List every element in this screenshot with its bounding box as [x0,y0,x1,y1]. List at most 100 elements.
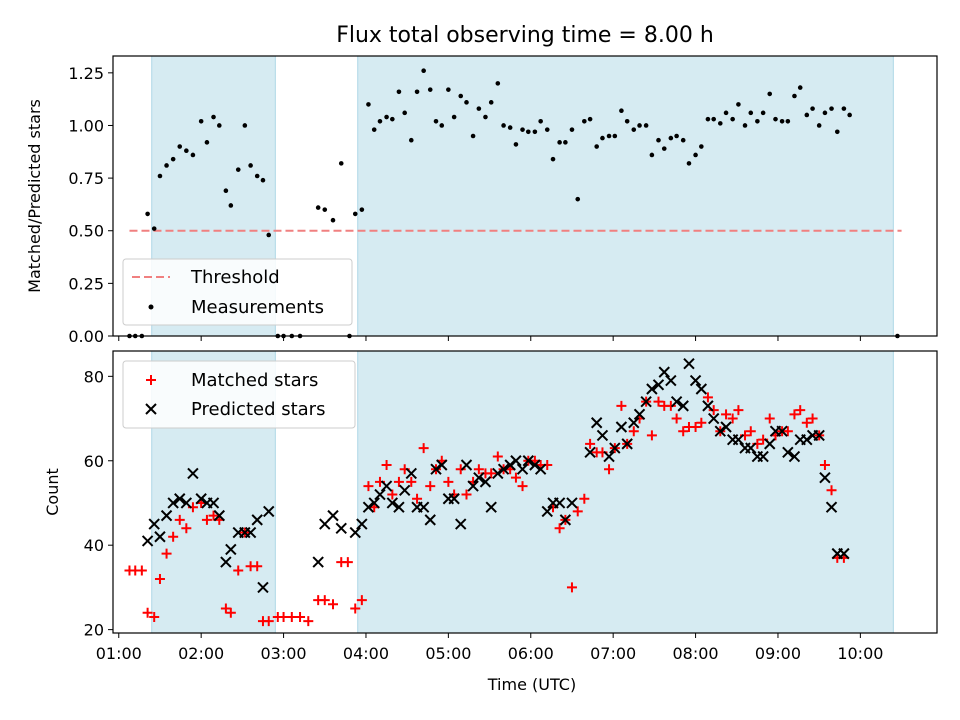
matched-star-point [653,396,664,407]
measurement-point [569,127,575,132]
measurement-point [184,148,189,154]
predicted-star-point [621,438,633,450]
bottom-panel: 20 40 60 80 01:00 02:00 03:00 04:00 05:00 06:00 07… [84,350,938,663]
measurement-point [748,110,754,116]
measurement-point [520,127,525,132]
matched-star-point [721,409,732,420]
y-tick-label: 40 [84,536,104,555]
matched-star-point [418,443,429,454]
measurement-point [402,110,407,116]
measurement-point [223,188,229,194]
predicted-star-point [522,455,535,467]
predicted-star-point [187,467,199,480]
matched-star-point [455,464,466,475]
measurement-point [464,100,469,105]
measurement-point [322,207,328,212]
y-tick-label: 0.00 [68,327,104,346]
y-tick-label: 1.25 [68,64,104,83]
predicted-star-point [257,581,269,594]
measurement-point [483,114,488,120]
y-tick-label: 0.75 [68,169,104,188]
predicted-star-point [665,374,677,387]
matched-star-point [628,426,639,437]
matched-star-point [665,400,676,411]
measurement-point [550,156,556,162]
legend-box [122,258,353,326]
matched-star-point [208,510,219,521]
measurement-point [767,91,773,97]
predicted-star-point [652,379,665,391]
matched-star-point [201,514,212,525]
matched-star-point [616,400,627,411]
measurement-point [822,110,828,116]
measurement-point [359,207,365,212]
matched-star-point [136,565,147,576]
measurement-point [797,85,803,90]
predicted-star-point [670,395,683,408]
measurement-point [755,118,760,124]
matched-star-point [795,405,806,416]
predicted-star-point [628,417,640,429]
x-tick-label: 04:00 [343,644,389,663]
predicted-star-point [167,497,179,509]
measurement-point [600,135,605,141]
predicted-star-point [174,493,186,505]
legend-threshold-label: Threshold [190,267,280,288]
measurement-point [538,118,543,124]
matched-star-point [671,413,682,424]
measurement-point [563,140,568,145]
matched-star-point [295,611,306,622]
matched-star-point [690,421,701,432]
predicted-star-point [312,556,324,568]
matched-star-point [572,506,583,517]
measurement-point [723,110,729,116]
matched-star-point [356,595,367,606]
matched-star-point [789,409,800,420]
measurement-point [575,196,581,202]
predicted-star-point [220,556,232,568]
measurement-point [451,114,457,120]
measurement-point [779,118,785,124]
y-tick-label: 0.25 [68,274,104,293]
shaded-interval [357,350,894,634]
predicted-star-point [689,374,702,387]
matched-star-point [412,493,423,504]
x-tick-label: 07:00 [590,644,636,663]
measurement-point [242,123,248,128]
predicted-star-point [492,467,504,480]
predicted-star-point [356,518,368,530]
measurement-point [742,123,748,128]
measurement-point [470,133,476,139]
measurement-point [414,89,420,95]
matched-star-point [387,489,398,500]
predicted-star-point [393,501,405,513]
legend-predicted-swatch [145,403,157,415]
predicted-star-point [603,450,615,463]
measurement-point [631,127,637,132]
x-tick-label: 10:00 [837,644,883,663]
measurement-point [211,114,216,120]
measurement-point [557,140,562,145]
measurement-point [204,140,210,145]
matched-star-point [393,476,404,487]
y-tick-label: 60 [84,452,104,471]
measurement-point [624,118,630,124]
matched-star-point [174,514,185,525]
measurement-point [408,137,414,143]
measurement-point [804,112,810,118]
x-tick-label: 06:00 [508,644,554,663]
measurement-point [680,137,686,143]
measurement-point [476,106,482,111]
matched-star-point [604,464,615,475]
matched-star-point [579,493,590,504]
predicted-star-point [702,400,714,412]
predicted-star-point [788,450,801,463]
measurement-point [582,118,587,124]
predicted-star-point [534,463,547,475]
legend-matched-swatch [146,375,156,385]
matched-star-point [181,523,192,534]
x-tick-label: 01:00 [96,644,142,663]
measurement-point [736,102,741,107]
x-tick-label: 08:00 [673,644,719,663]
predicted-star-point [141,535,154,547]
